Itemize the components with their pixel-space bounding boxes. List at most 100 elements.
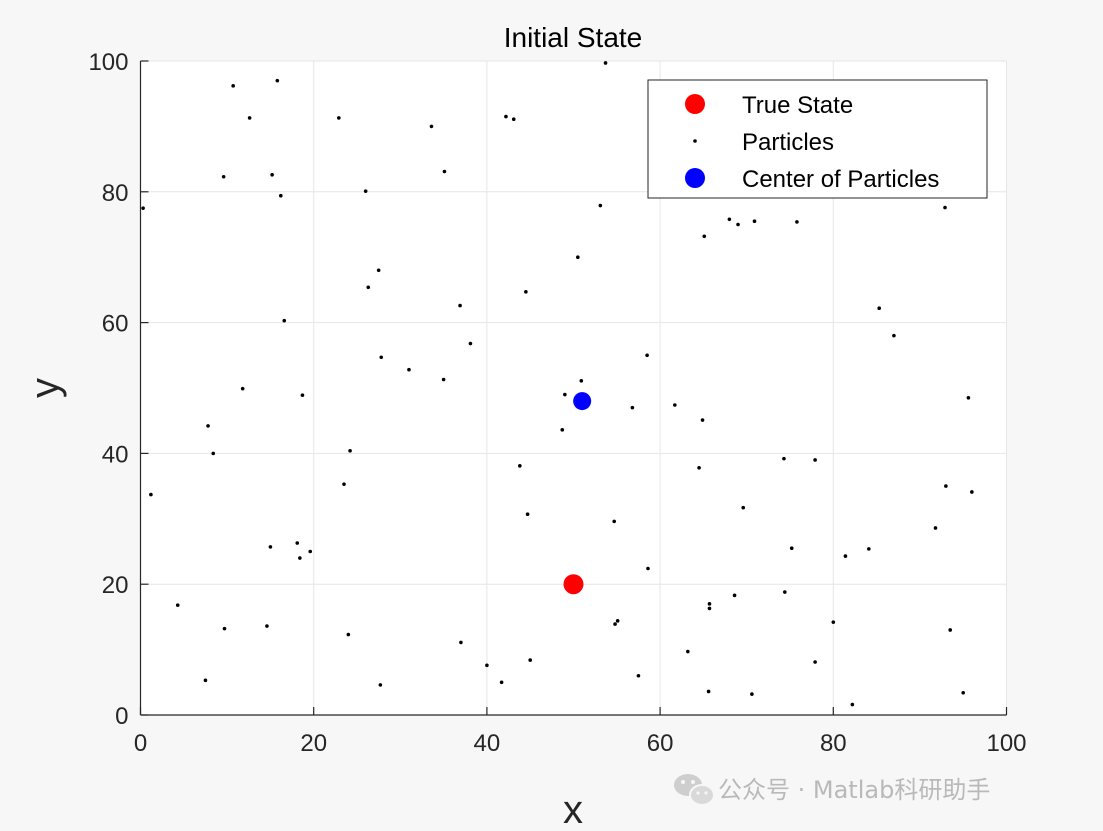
particle-point (265, 624, 269, 628)
particle-point (275, 78, 280, 83)
particle-point (892, 333, 896, 338)
particle-point (813, 660, 817, 664)
x-tick-label: 20 (300, 730, 327, 757)
particle-point (337, 116, 341, 120)
particle-point (278, 193, 283, 198)
particle-point (867, 547, 871, 551)
particle-point (203, 678, 208, 683)
particle-point (348, 448, 352, 453)
particle-point (961, 690, 965, 695)
particle-point (944, 484, 948, 488)
particle-point (504, 114, 508, 119)
particle-point (612, 519, 617, 524)
particle-point (468, 341, 473, 346)
particle-point (613, 622, 617, 626)
watermark-text: 公众号 · Matlab科研助手 (718, 776, 990, 804)
particle-point (282, 318, 287, 323)
particle-point (630, 405, 635, 410)
y-tick-label: 0 (115, 703, 128, 730)
particle-point (342, 482, 346, 486)
particle-point (407, 367, 411, 372)
particle-point (795, 220, 799, 224)
legend-marker-particles (693, 139, 697, 143)
particle-point (222, 626, 227, 631)
particle-point (782, 456, 786, 461)
particle-point (429, 124, 434, 129)
particle-point (741, 505, 746, 510)
legend-marker-true-state (685, 94, 705, 114)
particle-point (363, 189, 368, 193)
particle-point (149, 492, 153, 497)
particle-point (636, 673, 641, 678)
particle-point (877, 306, 881, 311)
particle-point (966, 396, 971, 400)
x-axis-label: x (563, 788, 583, 831)
particle-point (240, 386, 245, 391)
x-tick-label: 100 (986, 730, 1026, 757)
particle-point (843, 554, 848, 558)
particle-point (524, 290, 528, 294)
particle-point (752, 219, 757, 224)
particle-point (813, 458, 817, 462)
particle-point (270, 172, 274, 177)
x-tick-label: 40 (474, 730, 501, 757)
particle-point (366, 285, 371, 290)
particle-point (603, 61, 608, 65)
particle-point (141, 206, 145, 210)
wechat-icon (674, 774, 715, 806)
particle-point (706, 689, 711, 694)
watermark: 公众号 · Matlab科研助手 (674, 774, 990, 806)
legend-label-true-state: True State (742, 92, 853, 119)
particle-point (789, 546, 794, 551)
particle-point (560, 428, 565, 432)
chart-title: Initial State (504, 22, 643, 53)
y-tick-label: 80 (102, 180, 129, 207)
particle-point (948, 628, 953, 632)
particle-point (707, 606, 712, 611)
particle-point (732, 593, 737, 598)
particle-point (211, 451, 216, 456)
particle-point (646, 566, 650, 571)
axes: 0 20 40 60 80 100 0 20 40 60 80 100 (88, 49, 1026, 757)
particle-point (850, 702, 855, 707)
center-of-particles-point (573, 392, 592, 411)
particle-point (518, 464, 522, 468)
particle-point (378, 683, 383, 687)
legend-label-center-of-particles: Center of Particles (742, 166, 939, 193)
particle-point (525, 512, 530, 517)
y-tick-label: 60 (102, 311, 129, 338)
particle-point (686, 649, 690, 654)
particle-point (485, 663, 489, 668)
particle-point (736, 222, 740, 227)
particle-point (645, 353, 649, 358)
particle-point (750, 692, 754, 696)
particle-point (298, 556, 302, 560)
y-axis-label: y (23, 378, 67, 398)
particle-point (697, 465, 701, 470)
x-tick-label: 80 (820, 730, 847, 757)
particle-point (459, 640, 463, 645)
particle-point (700, 418, 705, 422)
particle-point (247, 116, 252, 120)
particle-point (783, 590, 787, 594)
particle-point (499, 680, 504, 685)
particle-point (528, 658, 532, 662)
x-tick-label: 60 (647, 730, 674, 757)
particle-point (308, 549, 313, 554)
particle-point (221, 174, 226, 179)
particle-point (346, 632, 351, 637)
particle-point (707, 602, 712, 606)
particle-point (441, 377, 446, 382)
y-tick-label: 20 (102, 572, 129, 599)
particle-point (702, 234, 707, 239)
particle-point (673, 403, 677, 407)
particle-point (831, 620, 836, 624)
particle-point (933, 526, 938, 530)
particle-point (576, 255, 580, 259)
particle-point (376, 268, 381, 273)
particle-point (300, 393, 305, 397)
x-tick-label: 0 (134, 730, 147, 757)
particle-point (727, 217, 732, 222)
plot-marks (141, 61, 974, 707)
